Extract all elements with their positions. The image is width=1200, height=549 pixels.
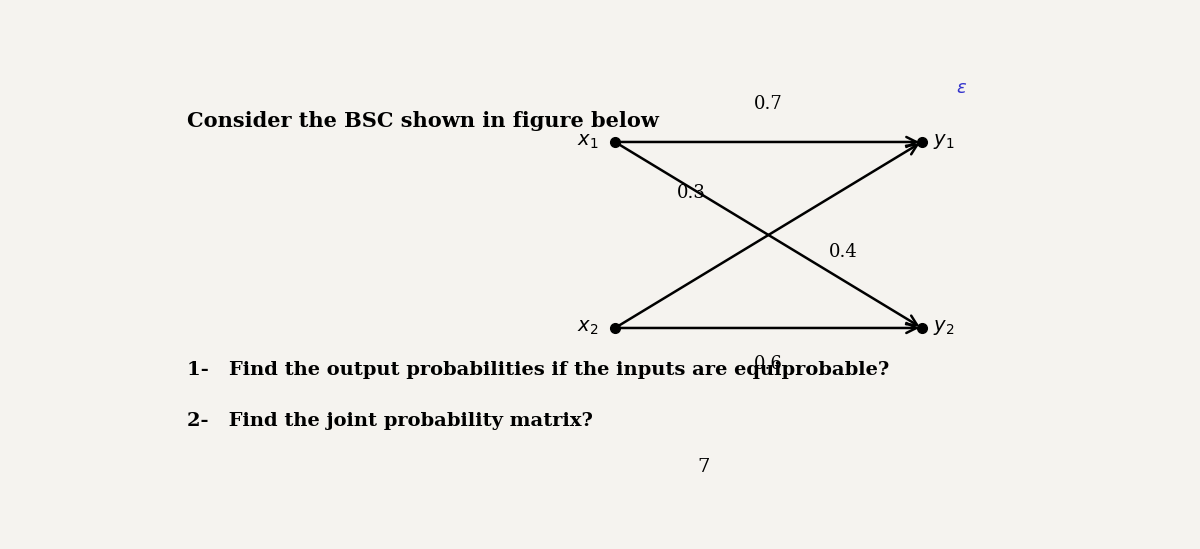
Text: ε: ε	[956, 79, 966, 97]
Text: $y_1$: $y_1$	[934, 132, 954, 152]
Text: 0.6: 0.6	[754, 355, 782, 373]
Text: Consider the BSC shown in figure below: Consider the BSC shown in figure below	[187, 111, 659, 131]
Text: 1-   Find the output probabilities if the inputs are equiprobable?: 1- Find the output probabilities if the …	[187, 361, 889, 379]
Text: $x_1$: $x_1$	[577, 133, 599, 151]
Text: $x_2$: $x_2$	[577, 319, 599, 337]
Text: 2-   Find the joint probability matrix?: 2- Find the joint probability matrix?	[187, 412, 593, 430]
Text: $y_2$: $y_2$	[934, 318, 954, 338]
Text: 7: 7	[697, 458, 709, 476]
Text: 0.3: 0.3	[677, 184, 706, 201]
Text: 0.7: 0.7	[754, 95, 782, 113]
Text: 0.4: 0.4	[828, 243, 857, 261]
